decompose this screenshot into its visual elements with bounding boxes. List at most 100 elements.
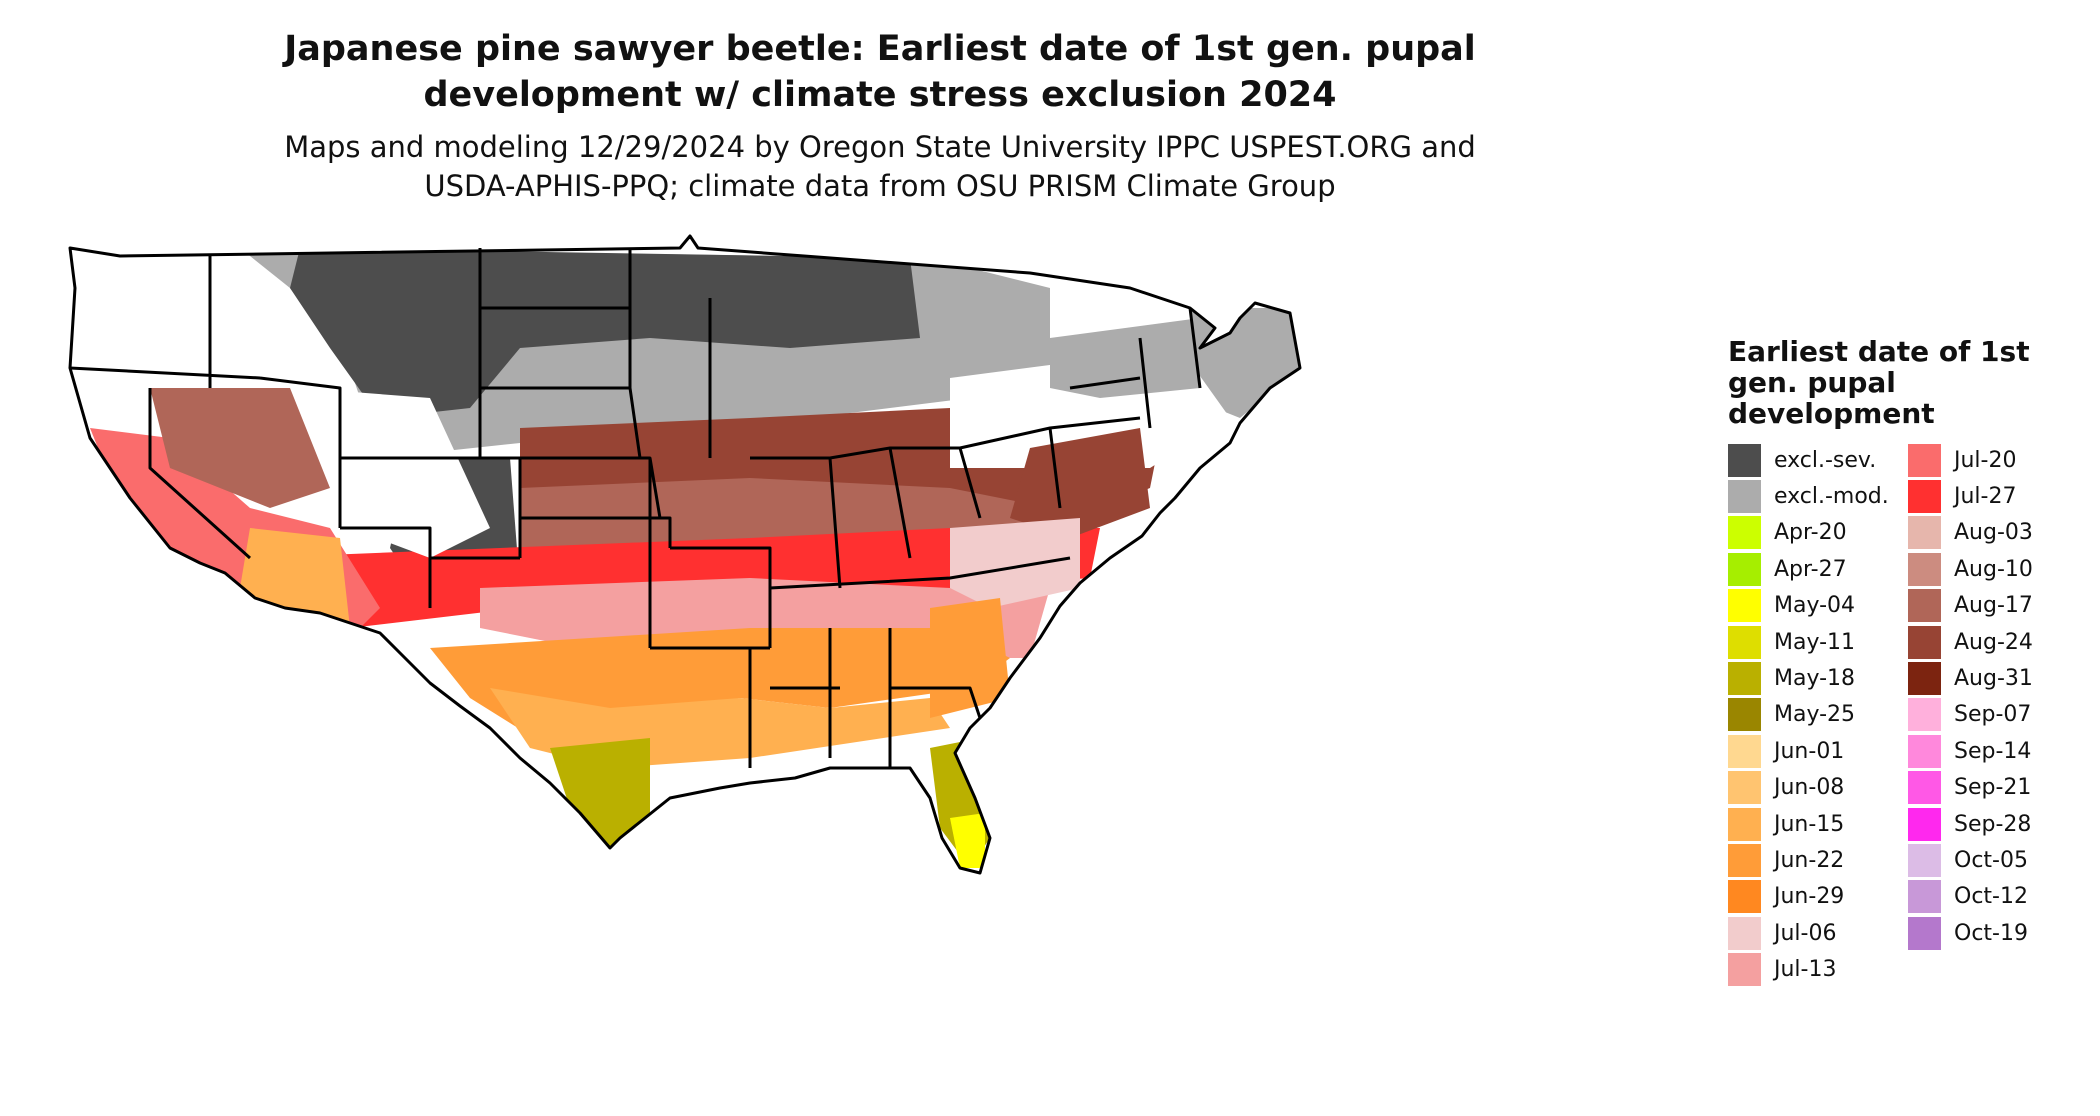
legend-label: Aug-17 — [1954, 593, 2033, 619]
legend-item: Jun-01 — [1728, 733, 1908, 769]
legend-label: May-04 — [1774, 593, 1856, 619]
subtitle-line-2: USDA-APHIS-PPQ; climate data from OSU PR… — [424, 169, 1336, 203]
legend: Earliest date of 1st gen. pupal developm… — [1728, 336, 2088, 988]
subtitle-line-1: Maps and modeling 12/29/2024 by Oregon S… — [284, 130, 1476, 164]
legend-label: Jun-01 — [1774, 738, 1845, 764]
legend-label: Aug-10 — [1954, 556, 2033, 582]
legend-swatch — [1908, 843, 1941, 877]
legend-swatch — [1728, 698, 1761, 732]
legend-label: excl.-mod. — [1774, 484, 1889, 510]
zone-excl-sev-north — [290, 248, 920, 418]
legend-swatch — [1908, 480, 1941, 514]
legend-label: Aug-31 — [1954, 666, 2033, 692]
legend-title: Earliest date of 1st gen. pupal developm… — [1728, 335, 2030, 430]
country-outline — [68, 234, 1302, 875]
legend-label: Aug-24 — [1954, 629, 2033, 655]
legend-item: May-25 — [1728, 697, 1908, 733]
zone-mid-atlantic-brown — [1010, 428, 1150, 538]
legend-item: Aug-24 — [1908, 624, 2088, 660]
legend-label: Aug-03 — [1954, 520, 2033, 546]
legend-item: Sep-28 — [1908, 806, 2088, 842]
legend-swatch — [1908, 443, 1941, 477]
legend-swatch — [1908, 589, 1941, 623]
legend-swatch — [1728, 953, 1761, 987]
legend-label: Sep-28 — [1954, 811, 2032, 837]
legend-item: Jun-08 — [1728, 770, 1908, 806]
legend-item: Jun-22 — [1728, 842, 1908, 878]
zone-apr-florida-tip — [950, 813, 985, 868]
legend-label: Jun-15 — [1774, 811, 1845, 837]
legend-swatch — [1908, 916, 1941, 950]
legend-swatch — [1728, 516, 1761, 550]
legend-swatch — [1728, 843, 1761, 877]
legend-swatch — [1908, 625, 1941, 659]
legend-item: Jun-29 — [1728, 879, 1908, 915]
legend-item: Oct-12 — [1908, 879, 2088, 915]
legend-label: Sep-21 — [1954, 775, 2032, 801]
zone-carolina-pink — [950, 518, 1080, 608]
title-line-1: Japanese pine sawyer beetle: Earliest da… — [284, 29, 1476, 69]
legend-swatch — [1728, 662, 1761, 696]
legend-item: Jul-13 — [1728, 951, 1908, 987]
legend-swatch — [1908, 771, 1941, 805]
legend-swatch — [1908, 662, 1941, 696]
map-title: Japanese pine sawyer beetle: Earliest da… — [0, 26, 1760, 118]
border-midwest — [708, 298, 982, 589]
border-plains — [478, 248, 672, 548]
zone-northeast-gray — [1050, 318, 1200, 398]
legend-item: Apr-27 — [1728, 551, 1908, 587]
legend-item: Sep-07 — [1908, 697, 2088, 733]
legend-swatch — [1908, 552, 1941, 586]
legend-item: Jul-20 — [1908, 442, 2088, 478]
legend-item: Aug-03 — [1908, 515, 2088, 551]
legend-label: Jun-29 — [1774, 884, 1845, 910]
legend-swatch — [1728, 480, 1761, 514]
legend-item: May-11 — [1728, 624, 1908, 660]
legend-swatch — [1728, 625, 1761, 659]
legend-swatch — [1728, 552, 1761, 586]
legend-item: Sep-21 — [1908, 770, 2088, 806]
legend-column-1: excl.-sev. excl.-mod. Apr-20 Apr-27 May-04 Ma… — [1728, 442, 1908, 988]
zone-utah-white — [300, 388, 490, 558]
legend-swatch — [1908, 880, 1941, 914]
legend-item: Aug-10 — [1908, 551, 2088, 587]
legend-swatch — [1728, 589, 1761, 623]
legend-swatch — [1908, 698, 1941, 732]
legend-item: Oct-05 — [1908, 842, 2088, 878]
legend-item: Oct-19 — [1908, 915, 2088, 951]
legend-item: excl.-mod. — [1728, 478, 1908, 514]
legend-item: excl.-sev. — [1728, 442, 1908, 478]
legend-label: Jun-22 — [1774, 847, 1845, 873]
legend-label: Sep-07 — [1954, 702, 2032, 728]
legend-label: Oct-19 — [1954, 920, 2028, 946]
legend-label: Jul-20 — [1954, 447, 2017, 473]
legend-column-2: Jul-20 Jul-27 Aug-03 Aug-10 Aug-17 Aug-24 Aug-… — [1908, 442, 2088, 988]
climate-zones — [70, 236, 1300, 873]
legend-item: May-04 — [1728, 588, 1908, 624]
legend-label: Apr-27 — [1774, 556, 1847, 582]
legend-label: excl.-sev. — [1774, 447, 1877, 473]
border-east — [959, 307, 1202, 509]
legend-label: Jul-13 — [1774, 957, 1837, 983]
legend-swatch — [1908, 807, 1941, 841]
legend-item: Aug-17 — [1908, 588, 2088, 624]
border-south — [769, 556, 1071, 768]
legend-label: May-18 — [1774, 666, 1856, 692]
legend-swatch — [1728, 443, 1761, 477]
legend-swatch — [1728, 880, 1761, 914]
legend-label: May-11 — [1774, 629, 1856, 655]
map-subtitle: Maps and modeling 12/29/2024 by Oregon S… — [0, 128, 1760, 206]
title-line-2: development w/ climate stress exclusion … — [423, 75, 1337, 115]
legend-label: Jun-08 — [1774, 775, 1845, 801]
legend-label: Jul-27 — [1954, 484, 2017, 510]
conus-map — [68, 234, 1302, 875]
border-central — [648, 458, 772, 768]
legend-swatch — [1728, 916, 1761, 950]
legend-item: Sep-14 — [1908, 733, 2088, 769]
legend-item: May-18 — [1728, 660, 1908, 696]
legend-swatch — [1908, 516, 1941, 550]
zone-nevada-brown — [150, 388, 330, 508]
zone-jul-red — [250, 528, 1100, 628]
legend-swatch — [1728, 807, 1761, 841]
zone-may-texas — [550, 738, 650, 853]
